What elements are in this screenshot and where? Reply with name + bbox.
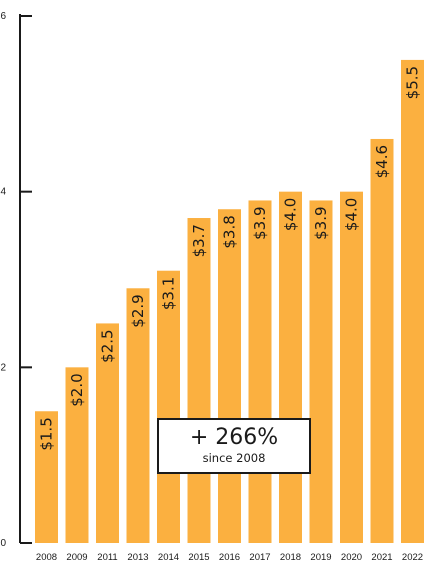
bar-value-label: $3.9 [251, 206, 269, 239]
bar-value-label: $3.7 [190, 224, 208, 257]
bar-value-label: $4.0 [282, 198, 300, 231]
bar [340, 191, 363, 543]
y-tick-label: 0 [0, 538, 6, 549]
bar [218, 209, 241, 543]
bar-value-label: $2.9 [129, 294, 147, 327]
y-tick-label: 4 [0, 187, 6, 198]
bar-value-label: $3.9 [312, 206, 330, 239]
bar [35, 411, 58, 543]
bar-value-label: $2.0 [68, 373, 86, 406]
x-tick-label: 2021 [371, 552, 392, 563]
bar-value-label: $2.5 [99, 329, 117, 362]
x-tick-label: 2022 [402, 552, 423, 563]
bar-value-label: $4.6 [373, 145, 391, 178]
x-tick-label: 2011 [97, 552, 117, 563]
bar-value-label: $4.0 [343, 198, 361, 231]
growth-callout: + 266% since 2008 [157, 418, 311, 474]
bar [187, 218, 211, 543]
bar [309, 200, 333, 543]
x-tick-label: 2016 [219, 552, 240, 563]
callout-sub-text: since 2008 [202, 451, 266, 465]
bar [126, 288, 150, 543]
bar-value-label: $3.8 [221, 215, 239, 248]
x-tick-label: 2019 [310, 552, 331, 563]
x-tick-label: 2013 [127, 552, 148, 563]
bar [401, 59, 424, 544]
x-tick-label: 2017 [249, 552, 270, 563]
x-tick-label: 2018 [280, 552, 301, 563]
bar-value-label: $3.1 [160, 277, 178, 310]
y-tick-label: 2 [0, 362, 6, 373]
bar-value-label: $5.5 [404, 66, 422, 99]
callout-main-text: + 266% [189, 425, 279, 450]
x-tick-label: 2008 [36, 552, 57, 563]
bar-value-label: $1.5 [38, 417, 56, 450]
bar [248, 200, 272, 543]
bar [370, 138, 394, 543]
x-tick-label: 2009 [66, 552, 87, 563]
x-tick-label: 2014 [158, 552, 179, 563]
bar [96, 323, 119, 543]
bar [65, 367, 89, 543]
y-tick-label: 6 [0, 11, 6, 22]
bar [157, 270, 180, 543]
x-tick-label: 2015 [188, 552, 209, 563]
x-tick-label: 2020 [341, 552, 362, 563]
bar [279, 191, 302, 543]
